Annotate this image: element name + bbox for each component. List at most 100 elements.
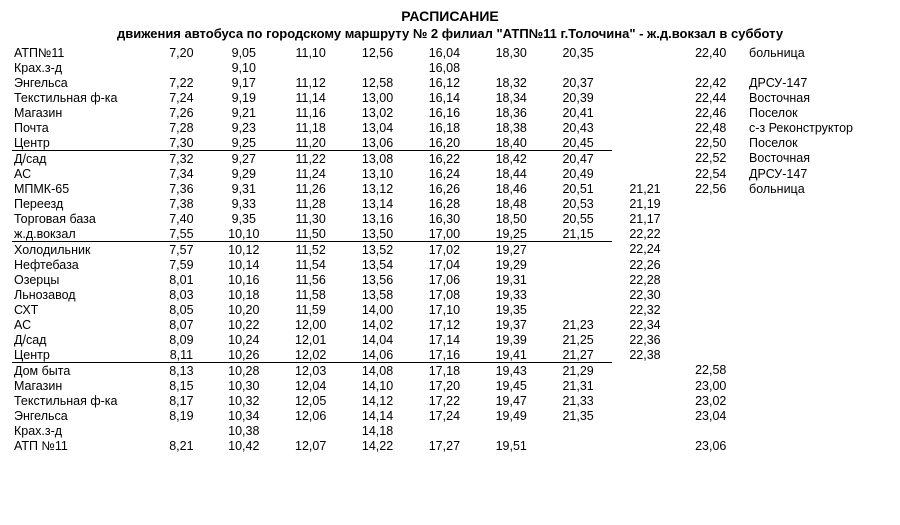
time-cell <box>612 438 679 453</box>
time-cell <box>478 423 545 438</box>
time-cell <box>152 423 210 438</box>
note-cell: ДРСУ-147 <box>743 166 888 181</box>
time-cell: 20,39 <box>545 90 612 105</box>
time-cell: 22,30 <box>612 287 679 302</box>
time-cell: 11,58 <box>277 287 344 302</box>
time-cell: 19,49 <box>478 408 545 423</box>
time-cell <box>678 242 743 258</box>
time-cell: 21,31 <box>545 378 612 393</box>
table-row: Энгельса7,229,1711,1212,5816,1218,3220,3… <box>12 75 888 90</box>
table-row: Центр8,1110,2612,0214,0617,1619,4121,272… <box>12 347 888 363</box>
time-cell: 10,14 <box>210 257 277 272</box>
time-cell: 7,24 <box>152 90 210 105</box>
time-cell: 12,04 <box>277 378 344 393</box>
table-row: Нефтебаза7,5910,1411,5413,5417,0419,2922… <box>12 257 888 272</box>
time-cell: 21,15 <box>545 226 612 242</box>
time-cell <box>411 423 478 438</box>
time-cell: 16,28 <box>411 196 478 211</box>
time-cell: 7,22 <box>152 75 210 90</box>
time-cell: 9,33 <box>210 196 277 211</box>
time-cell: 8,09 <box>152 332 210 347</box>
time-cell: 23,04 <box>678 408 743 423</box>
time-cell: 18,38 <box>478 120 545 135</box>
time-cell: 10,32 <box>210 393 277 408</box>
time-cell: 17,18 <box>411 363 478 379</box>
time-cell: 20,49 <box>545 166 612 181</box>
time-cell: 12,07 <box>277 438 344 453</box>
table-row: Магазин7,269,2111,1613,0216,1618,3620,41… <box>12 105 888 120</box>
time-cell: 11,22 <box>277 151 344 167</box>
time-cell: 22,56 <box>678 181 743 196</box>
time-cell: 17,27 <box>411 438 478 453</box>
time-cell: 20,51 <box>545 181 612 196</box>
time-cell: 17,20 <box>411 378 478 393</box>
stop-name: Д/сад <box>12 332 152 347</box>
time-cell: 19,45 <box>478 378 545 393</box>
time-cell <box>277 423 344 438</box>
time-cell: 11,52 <box>277 242 344 258</box>
time-cell: 8,03 <box>152 287 210 302</box>
time-cell: 19,35 <box>478 302 545 317</box>
time-cell: 20,55 <box>545 211 612 226</box>
time-cell: 7,59 <box>152 257 210 272</box>
time-cell: 17,24 <box>411 408 478 423</box>
stop-name: Холодильник <box>12 242 152 258</box>
note-cell <box>743 272 888 287</box>
time-cell: 17,06 <box>411 272 478 287</box>
time-cell: 22,28 <box>612 272 679 287</box>
time-cell <box>612 393 679 408</box>
time-cell: 19,39 <box>478 332 545 347</box>
time-cell: 21,35 <box>545 408 612 423</box>
time-cell: 21,19 <box>612 196 679 211</box>
time-cell: 10,24 <box>210 332 277 347</box>
time-cell <box>277 60 344 75</box>
table-row: Переезд7,389,3311,2813,1416,2818,4820,53… <box>12 196 888 211</box>
time-cell: 11,16 <box>277 105 344 120</box>
time-cell <box>678 211 743 226</box>
note-cell <box>743 257 888 272</box>
note-cell: с-з Реконструктор <box>743 120 888 135</box>
time-cell: 20,37 <box>545 75 612 90</box>
time-cell <box>612 408 679 423</box>
time-cell: 8,11 <box>152 347 210 363</box>
table-row: Льнозавод8,0310,1811,5813,5817,0819,3322… <box>12 287 888 302</box>
time-cell: 19,47 <box>478 393 545 408</box>
time-cell: 12,00 <box>277 317 344 332</box>
time-cell: 22,24 <box>612 242 679 258</box>
note-cell <box>743 226 888 242</box>
stop-name: АТП№11 <box>12 45 152 60</box>
time-cell <box>678 423 743 438</box>
table-row: АТП№117,209,0511,1012,5616,0418,3020,352… <box>12 45 888 60</box>
schedule-page: РАСПИСАНИЕ движения автобуса по городско… <box>0 0 900 525</box>
table-row: Крах.з-д10,3814,18 <box>12 423 888 438</box>
stop-name: Д/сад <box>12 151 152 167</box>
stop-name: АТП №11 <box>12 438 152 453</box>
time-cell: 11,54 <box>277 257 344 272</box>
time-cell: 13,16 <box>344 211 411 226</box>
time-cell: 17,02 <box>411 242 478 258</box>
time-cell: 18,42 <box>478 151 545 167</box>
time-cell: 13,00 <box>344 90 411 105</box>
time-cell: 9,27 <box>210 151 277 167</box>
stop-name: Льнозавод <box>12 287 152 302</box>
time-cell: 7,26 <box>152 105 210 120</box>
time-cell: 8,05 <box>152 302 210 317</box>
time-cell <box>545 257 612 272</box>
table-row: Текстильная ф-ка8,1710,3212,0514,1217,22… <box>12 393 888 408</box>
time-cell: 21,25 <box>545 332 612 347</box>
table-row: АТП №118,2110,4212,0714,2217,2719,5123,0… <box>12 438 888 453</box>
time-cell: 12,05 <box>277 393 344 408</box>
time-cell: 21,17 <box>612 211 679 226</box>
time-cell: 18,48 <box>478 196 545 211</box>
time-cell: 9,29 <box>210 166 277 181</box>
time-cell: 7,55 <box>152 226 210 242</box>
time-cell: 7,30 <box>152 135 210 151</box>
time-cell: 11,20 <box>277 135 344 151</box>
table-row: Текстильная ф-ка7,249,1911,1413,0016,141… <box>12 90 888 105</box>
time-cell <box>678 272 743 287</box>
note-cell <box>743 317 888 332</box>
time-cell: 10,16 <box>210 272 277 287</box>
time-cell: 14,08 <box>344 363 411 379</box>
time-cell: 10,42 <box>210 438 277 453</box>
note-cell: Восточная <box>743 90 888 105</box>
